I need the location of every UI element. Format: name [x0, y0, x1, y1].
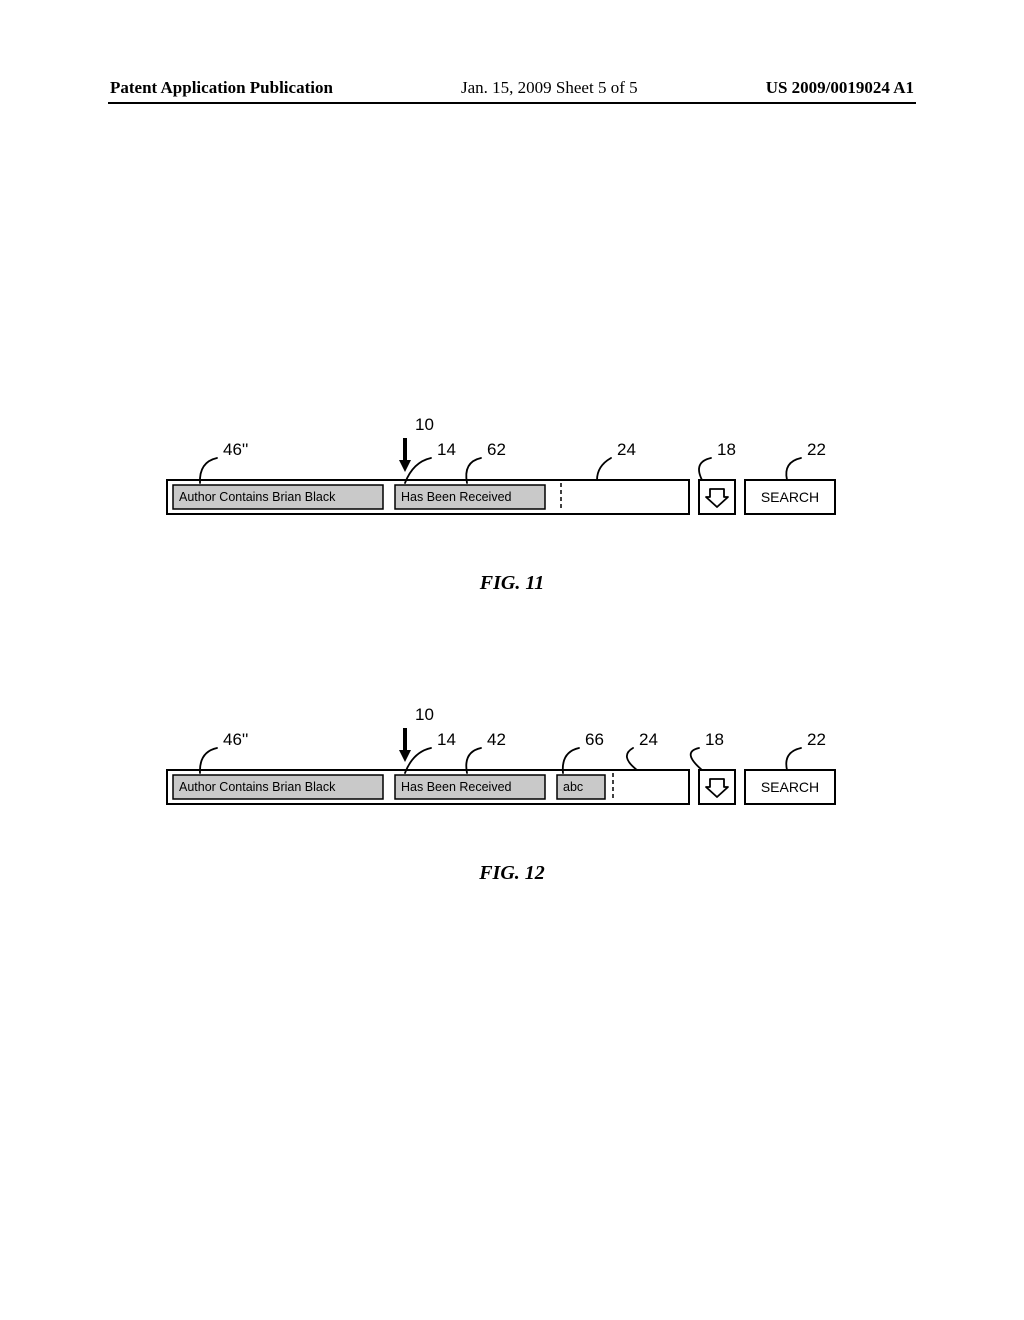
ref-number: 46'' — [223, 730, 248, 749]
ref-number: 14 — [437, 440, 456, 459]
figure-12-caption: FIG. 12 — [0, 862, 1024, 885]
figure-11: Author Contains Brian Black Has Been Rece… — [0, 410, 1024, 595]
ref-number: 24 — [639, 730, 658, 749]
ref-number: 18 — [717, 440, 736, 459]
ref-number: 18 — [705, 730, 724, 749]
ref-arrow-head — [399, 750, 411, 762]
callout-leader — [699, 458, 711, 480]
ref-number: 46'' — [223, 440, 248, 459]
filter-chip-text: Has Been Received — [401, 780, 512, 794]
date-sheet: Jan. 15, 2009 Sheet 5 of 5 — [461, 78, 638, 98]
ref-number: 22 — [807, 730, 826, 749]
callout-leader — [786, 748, 801, 770]
dropdown-arrow-icon — [706, 779, 728, 797]
figure-11-svg: Author Contains Brian Black Has Been Rece… — [147, 410, 877, 550]
dropdown-button[interactable] — [699, 480, 735, 514]
pub-number: US 2009/0019024 A1 — [766, 78, 914, 98]
filter-chip-text: Author Contains Brian Black — [179, 780, 336, 794]
header-rule — [108, 102, 916, 104]
ref-number: 10 — [415, 415, 434, 434]
search-button-label: SEARCH — [761, 779, 819, 795]
ref-number: 42 — [487, 730, 506, 749]
dropdown-arrow-icon — [706, 489, 728, 507]
filter-chip-text: Has Been Received — [401, 490, 512, 504]
callout-leader — [786, 458, 801, 480]
search-button-label: SEARCH — [761, 489, 819, 505]
figure-12-svg: Author Contains Brian Black Has Been Rece… — [147, 700, 877, 840]
figure-11-caption: FIG. 11 — [0, 572, 1024, 595]
callout-leader — [597, 458, 611, 480]
ref-number: 24 — [617, 440, 636, 459]
ref-number: 66 — [585, 730, 604, 749]
ref-number: 10 — [415, 705, 434, 724]
callout-leader — [627, 748, 637, 770]
ref-arrow-head — [399, 460, 411, 472]
filter-chip-text: abc — [563, 780, 583, 794]
callout-leader — [691, 748, 702, 770]
ref-number: 62 — [487, 440, 506, 459]
ref-number: 22 — [807, 440, 826, 459]
page-header: Patent Application Publication Jan. 15, … — [110, 78, 914, 98]
ref-number: 14 — [437, 730, 456, 749]
filter-chip-text: Author Contains Brian Black — [179, 490, 336, 504]
figure-12: Author Contains Brian Black Has Been Rece… — [0, 700, 1024, 885]
dropdown-button[interactable] — [699, 770, 735, 804]
pub-label: Patent Application Publication — [110, 78, 333, 98]
